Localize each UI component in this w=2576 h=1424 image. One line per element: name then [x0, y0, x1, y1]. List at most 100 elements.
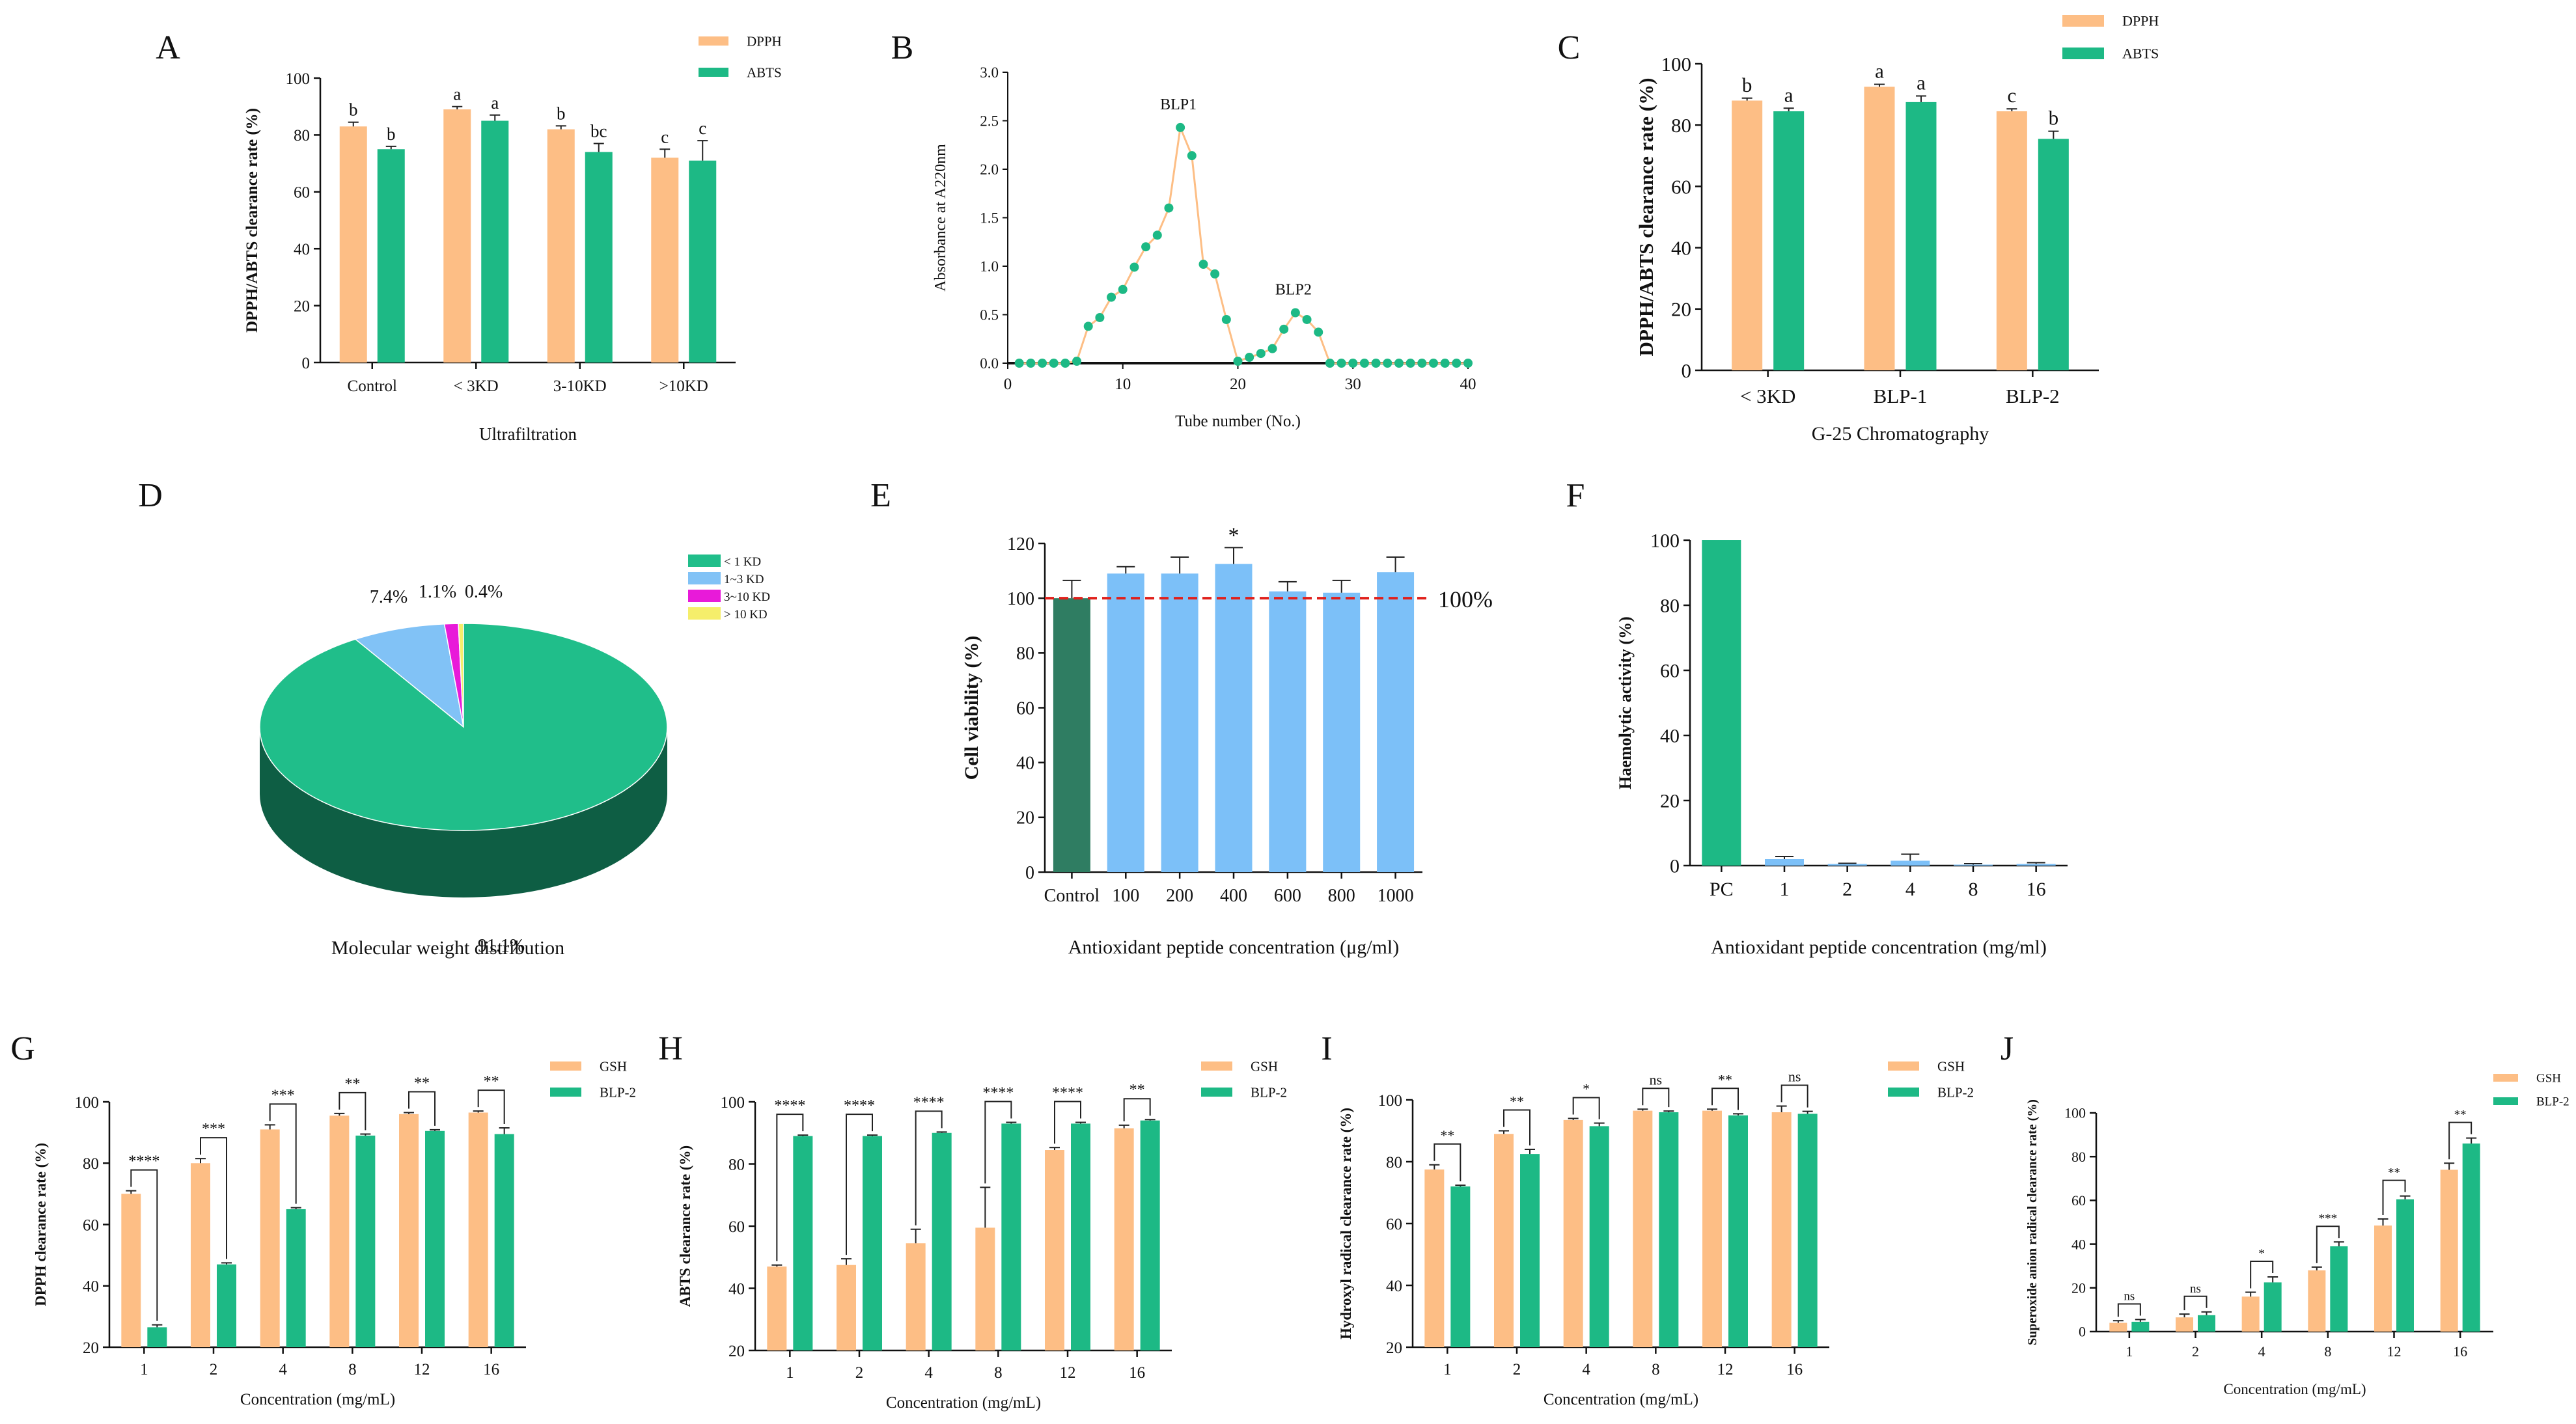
y-tick-label: 40 — [83, 1278, 99, 1296]
significance-bracket — [1433, 1143, 1461, 1182]
bar-blp-2-1 — [1450, 1186, 1471, 1347]
y-tick-label: 100 — [1650, 530, 1680, 552]
peak-annotation-blp2: BLP2 — [1275, 282, 1312, 299]
y-tick-label: 60 — [294, 184, 310, 202]
x-tick-label: 4 — [2258, 1343, 2265, 1360]
panel-label: H — [658, 1030, 683, 1067]
y-tick-label: 100 — [75, 1094, 100, 1112]
significance-mark: *** — [271, 1087, 295, 1104]
x-tick-label: 1 — [140, 1361, 148, 1378]
significance-bracket — [1503, 1109, 1530, 1145]
bar-gsh-2 — [2176, 1317, 2193, 1332]
significance-bracket — [1123, 1098, 1151, 1121]
y-tick-label: 40 — [728, 1280, 745, 1298]
y-tick-label: 80 — [294, 127, 310, 144]
panel-label: F — [1566, 477, 1585, 514]
y-tick-label: 60 — [1660, 661, 1680, 682]
bar-blp-2-12 — [1071, 1123, 1090, 1350]
significance-bracket — [200, 1137, 227, 1259]
x-axis-title: Molecular weight distribution — [331, 937, 564, 959]
legend-swatch-blp-2 — [1888, 1088, 1919, 1097]
bar-gsh-8 — [329, 1116, 350, 1347]
bar-blp-2-12 — [425, 1130, 445, 1347]
significance-bracket — [2250, 1261, 2274, 1289]
peak-annotation-blp1: BLP1 — [1160, 96, 1197, 113]
x-axis-title: G-25 Chromatography — [1812, 423, 1989, 445]
x-tick-label: 2 — [1842, 879, 1852, 900]
data-point — [1187, 151, 1197, 161]
bar-16 — [2016, 864, 2056, 866]
bar-blp-2-2 — [217, 1264, 236, 1347]
significance-bracket — [339, 1091, 367, 1130]
bar-100 — [1107, 573, 1144, 872]
legend-label: > 10 KD — [724, 608, 768, 622]
x-tick-label: 1 — [2126, 1343, 2133, 1360]
data-point — [1371, 359, 1381, 368]
panel-label: E — [870, 477, 891, 514]
chart-panel-D: 91.1% 7.4% 1.1% 0.4% < 1 KD 1~3 KD 3~10 KD > 10… — [138, 477, 770, 959]
y-tick-label: 60 — [1386, 1216, 1402, 1233]
legend-swatch-gsh — [2493, 1074, 2518, 1082]
legend-swatch — [688, 607, 721, 620]
y-axis-title: Absorbance at A220nm — [932, 144, 949, 292]
significance-mark: * — [2258, 1247, 2265, 1261]
data-point — [1302, 314, 1312, 324]
y-tick-label: 20 — [294, 297, 310, 315]
significance-mark: ** — [484, 1073, 499, 1090]
legend-swatch-gsh — [1201, 1061, 1232, 1071]
legend-label: BLP-2 — [1251, 1084, 1287, 1100]
bar-gsh-2 — [837, 1265, 856, 1350]
significance-bracket — [408, 1091, 436, 1126]
bar-400 — [1215, 564, 1253, 872]
y-tick-label: 100 — [1007, 589, 1034, 609]
x-tick-label: 2 — [1513, 1361, 1521, 1378]
y-axis-title: Haemolytic activity (%) — [1616, 616, 1635, 789]
y-tick-label: 40 — [1016, 753, 1034, 773]
pie-side-wall — [260, 727, 667, 897]
bar-8 — [1954, 864, 1993, 866]
legend-swatch-blp-2 — [1201, 1088, 1232, 1097]
significance-mark: ** — [1718, 1071, 1732, 1088]
legend-swatch-blp-2 — [2493, 1097, 2518, 1105]
bar-gsh-8 — [1633, 1110, 1653, 1347]
y-tick-label: 100 — [2064, 1105, 2086, 1121]
x-axis-title: Concentration (mg/mL) — [2223, 1381, 2366, 1397]
legend-label: BLP-2 — [2536, 1095, 2569, 1109]
y-tick-label: 0 — [2079, 1324, 2086, 1340]
reference-line-label: 100% — [1438, 586, 1493, 612]
legend-label: ABTS — [747, 64, 782, 80]
data-point — [1452, 359, 1461, 368]
significance-mark: ** — [1510, 1093, 1524, 1110]
chart-panel-E: 0 20 40 60 80 100 120 Control 100 200 * 400 600 800 10… — [870, 477, 1493, 958]
data-point — [1279, 324, 1289, 334]
significance-letter: b — [2049, 107, 2059, 130]
bar-blp-2-16 — [1797, 1114, 1818, 1347]
significance-bracket — [269, 1103, 297, 1204]
bar-gsh-12 — [2374, 1225, 2392, 1332]
legend-label: BLP-2 — [1937, 1084, 1974, 1100]
significance-mark: *** — [202, 1121, 225, 1138]
y-tick-label: 2.0 — [980, 161, 999, 178]
data-point — [1072, 357, 1082, 366]
x-tick-label: 2 — [2192, 1343, 2199, 1360]
significance-mark: ** — [2388, 1166, 2400, 1180]
y-axis-title: Superoxide anion radical clearance rate … — [2025, 1099, 2040, 1345]
legend-swatch — [688, 590, 721, 602]
data-point — [1026, 359, 1036, 368]
data-point — [1256, 349, 1266, 359]
panel-label: A — [156, 29, 180, 66]
data-point — [1463, 359, 1473, 368]
x-tick-label: 12 — [1717, 1361, 1734, 1378]
data-point — [1164, 203, 1174, 213]
x-axis-title: Concentration (mg/mL) — [886, 1394, 1041, 1412]
data-point — [1428, 359, 1438, 368]
data-point — [1417, 359, 1427, 368]
significance-bracket — [2316, 1225, 2340, 1263]
chart-panel-I: 20 40 60 80 100 1 ** 2 ** 4 * 8 ns 12 ** 16 ns GSH BLP-2 Hy… — [1321, 1030, 1974, 1408]
y-tick-label: 40 — [1660, 726, 1680, 747]
legend-label: 3~10 KD — [724, 590, 770, 604]
y-tick-label: 100 — [286, 70, 311, 88]
bar-dpph->10KD — [651, 157, 679, 363]
panel-label: J — [2001, 1030, 2014, 1067]
legend-swatch — [688, 555, 721, 567]
